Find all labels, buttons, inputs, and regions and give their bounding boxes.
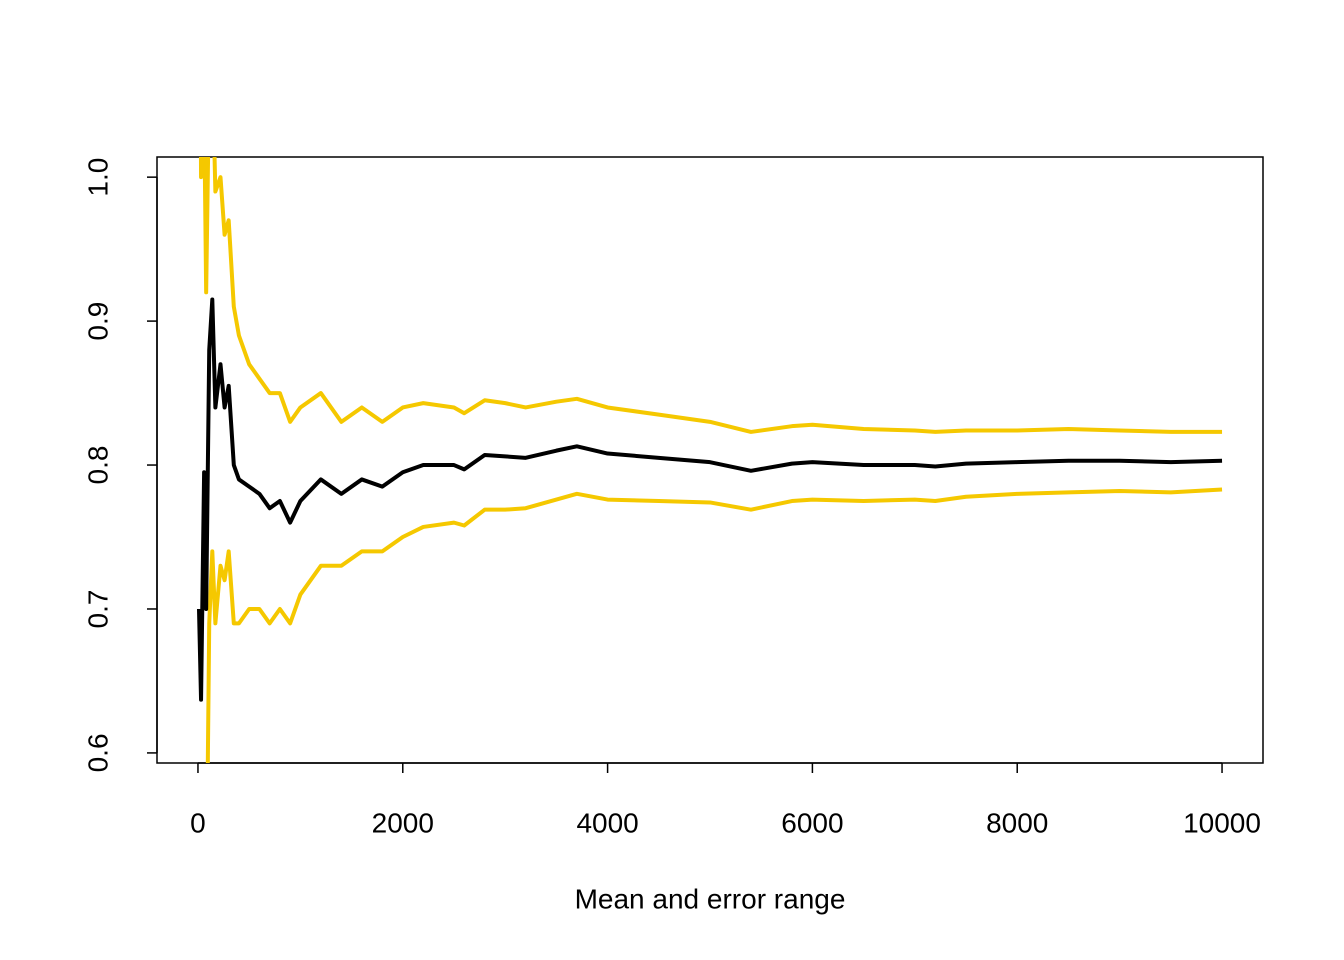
x-tick-label: 2000: [372, 807, 434, 838]
y-tick-label: 0.9: [82, 302, 113, 341]
y-tick-label: 0.6: [82, 733, 113, 772]
x-axis-label: Mean and error range: [575, 883, 846, 914]
x-tick-label: 6000: [781, 807, 843, 838]
y-tick-label: 0.8: [82, 446, 113, 485]
x-tick-label: 10000: [1183, 807, 1261, 838]
x-tick-label: 4000: [576, 807, 638, 838]
series-line: [198, 157, 1223, 434]
x-tick-label: 8000: [986, 807, 1048, 838]
y-tick-label: 0.7: [82, 590, 113, 629]
series-line: [205, 487, 1223, 763]
series-line: [196, 297, 1223, 702]
x-tick-label: 0: [190, 807, 206, 838]
y-tick-label: 1.0: [82, 158, 113, 197]
